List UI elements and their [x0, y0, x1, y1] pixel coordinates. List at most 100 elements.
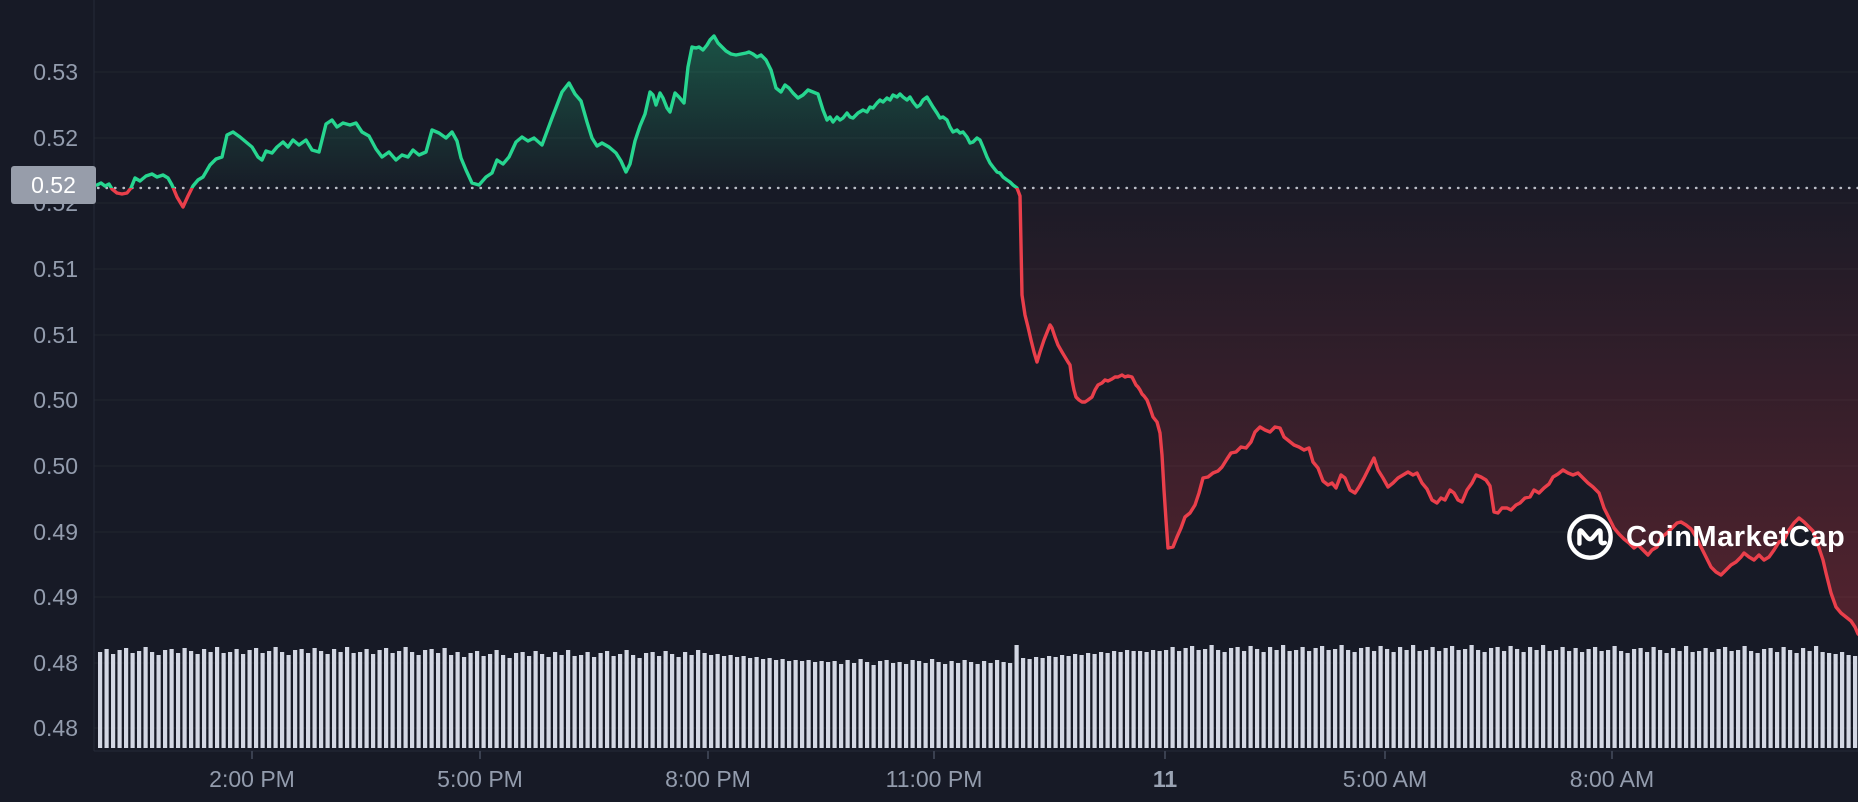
- volume-bar: [624, 650, 629, 748]
- volume-bar: [1612, 646, 1617, 748]
- volume-bar: [514, 653, 519, 748]
- volume-bar: [195, 654, 200, 748]
- volume-bar: [1645, 652, 1650, 748]
- volume-bar: [429, 649, 434, 748]
- volume-bar: [1430, 647, 1435, 748]
- volume-bar: [481, 656, 486, 748]
- volume-bar: [1606, 650, 1611, 748]
- volume-bar: [1840, 652, 1845, 748]
- volume-bar: [657, 656, 662, 748]
- volume-bar: [735, 657, 740, 748]
- volume-bar: [176, 653, 181, 748]
- volume-bar: [351, 653, 356, 748]
- volume-bar: [702, 653, 707, 748]
- volume-bar: [267, 651, 272, 748]
- volume-bar: [774, 660, 779, 748]
- volume-bar: [891, 663, 896, 748]
- volume-bar: [1313, 648, 1318, 748]
- volume-bar: [767, 658, 772, 748]
- price-line-up: [95, 34, 1019, 188]
- volume-bar: [1846, 655, 1851, 748]
- volume-bar: [787, 661, 792, 748]
- volume-bar: [923, 663, 928, 748]
- volume-bar: [793, 660, 798, 748]
- volume-bar: [163, 650, 168, 748]
- volume-bar: [1268, 647, 1273, 748]
- volume-bar: [1092, 654, 1097, 748]
- volume-bar: [1664, 653, 1669, 748]
- volume-bar: [1144, 652, 1149, 748]
- volume-bar: [1261, 652, 1266, 748]
- volume-bar: [1118, 652, 1123, 748]
- volume-bar: [1853, 656, 1858, 748]
- volume-bar: [1697, 651, 1702, 748]
- volume-bar: [1021, 658, 1026, 748]
- price-area-down: [97, 188, 1858, 634]
- volume-bar: [1450, 646, 1455, 748]
- volume-bar: [1710, 652, 1715, 748]
- y-axis-label: 0.48: [33, 715, 78, 741]
- volume-bar: [1684, 646, 1689, 748]
- y-axis-label: 0.51: [33, 256, 78, 282]
- volume-bar: [338, 652, 343, 748]
- volume-bar: [1482, 652, 1487, 748]
- volume-bar: [449, 655, 454, 748]
- baseline-price-tag: 0.52: [11, 166, 96, 204]
- volume-bar: [403, 647, 408, 748]
- volume-bar: [845, 660, 850, 748]
- y-axis-label: 0.49: [33, 519, 78, 545]
- volume-bar: [260, 653, 265, 748]
- volume-bar: [832, 661, 837, 748]
- volume-bar: [1352, 652, 1357, 748]
- volume-bar: [1593, 647, 1598, 748]
- volume-bar: [332, 649, 337, 748]
- volume-bar: [1385, 649, 1390, 748]
- volume-bar: [1209, 645, 1214, 748]
- volume-bar: [1489, 648, 1494, 748]
- volume-bar: [124, 648, 129, 748]
- volume-bar: [670, 654, 675, 748]
- watermark-text: CoinMarketCap: [1626, 520, 1846, 553]
- y-axis-label: 0.50: [33, 387, 78, 413]
- volume-bar: [1073, 654, 1078, 748]
- volume-bar: [299, 649, 304, 748]
- volume-bar: [1053, 657, 1058, 748]
- volume-bar: [1086, 653, 1091, 748]
- volume-bar: [221, 653, 226, 748]
- volume-bar: [455, 652, 460, 748]
- volume-bar: [936, 662, 941, 748]
- volume-bar: [1099, 652, 1104, 748]
- volume-bar: [1788, 650, 1793, 748]
- volume-bar: [1151, 650, 1156, 748]
- volume-bar: [137, 651, 142, 748]
- volume-bar: [754, 657, 759, 748]
- x-axis-label: 11: [1153, 766, 1178, 792]
- volume-bar: [507, 658, 512, 748]
- volume-bar: [319, 651, 324, 748]
- volume-bar: [1281, 645, 1286, 748]
- volume-bar: [1274, 650, 1279, 748]
- volume-bar: [819, 661, 824, 748]
- volume-bar: [897, 662, 902, 748]
- volume-bar: [1307, 651, 1312, 748]
- volume-bar: [117, 650, 122, 748]
- volume-bar: [1001, 662, 1006, 748]
- volume-bar: [1164, 650, 1169, 748]
- volume-bar: [1125, 650, 1130, 748]
- volume-bar: [286, 655, 291, 748]
- volume-bar: [1554, 650, 1559, 748]
- volume-bar: [943, 664, 948, 748]
- volume-bar: [1203, 649, 1208, 748]
- x-axis-label: 11:00 PM: [886, 766, 983, 792]
- volume-bar: [273, 647, 278, 748]
- volume-bar: [234, 649, 239, 748]
- volume-bar: [1027, 659, 1032, 748]
- volume-bar: [598, 653, 603, 748]
- volume-bar: [1671, 648, 1676, 748]
- volume-bar: [1404, 650, 1409, 748]
- price-line-down: [109, 188, 1858, 636]
- volume-bar: [1255, 649, 1260, 748]
- volume-bar: [637, 658, 642, 748]
- volume-bar: [1346, 650, 1351, 748]
